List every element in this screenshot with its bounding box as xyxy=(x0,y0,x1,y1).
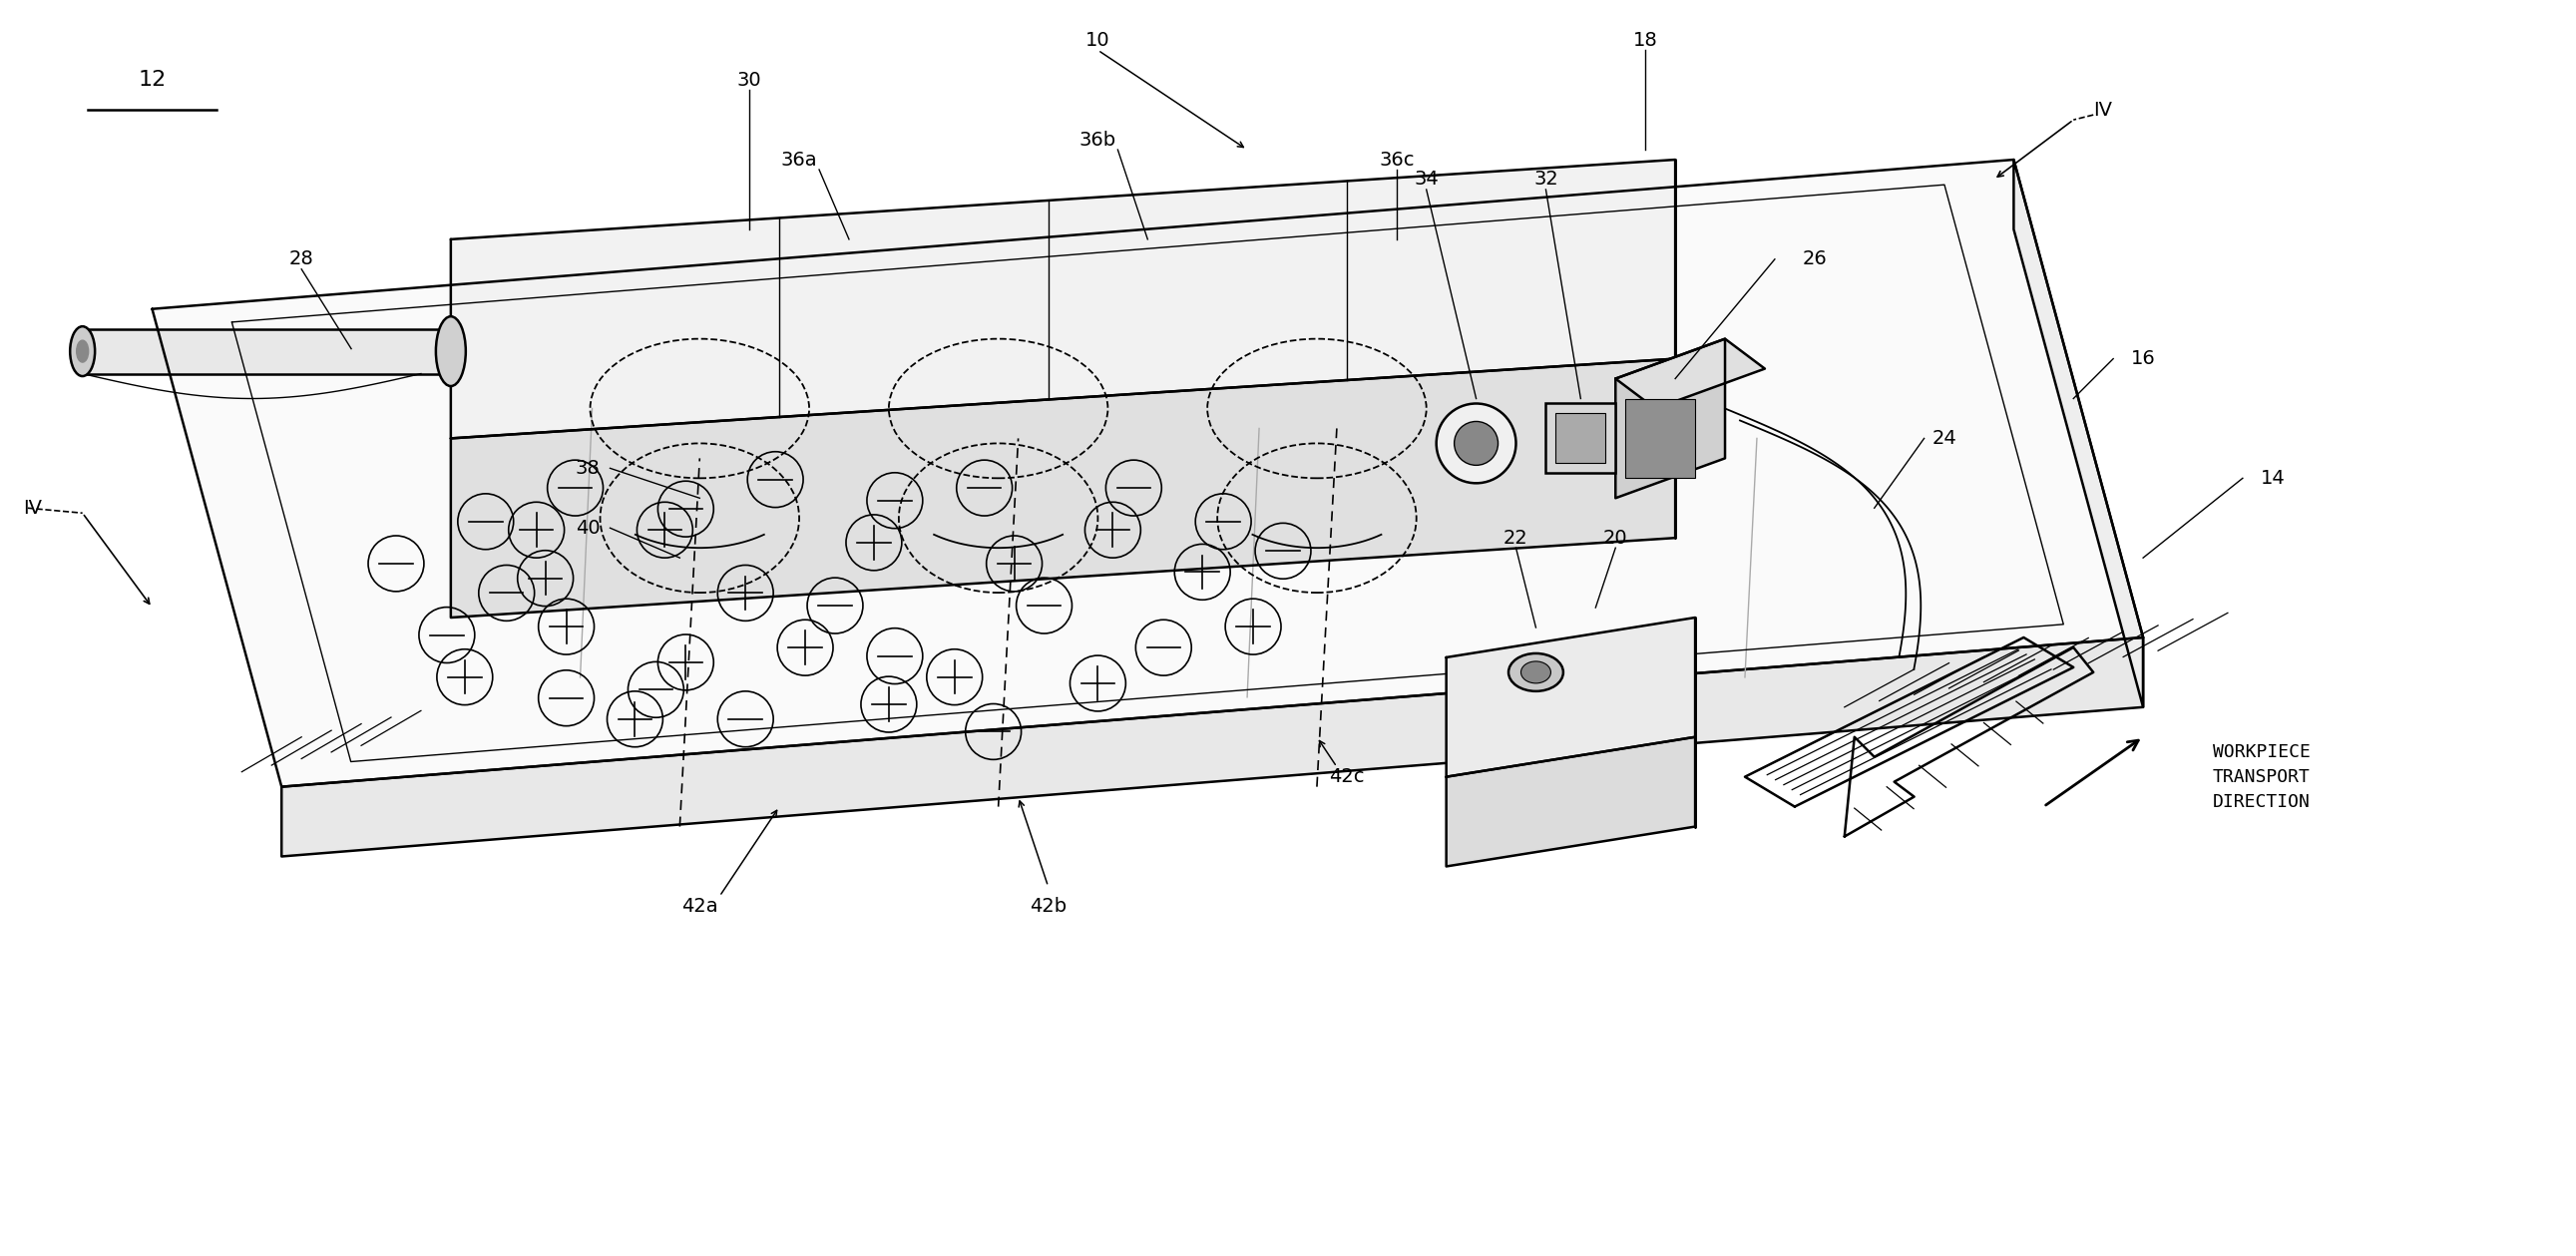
Polygon shape xyxy=(281,638,2143,857)
Ellipse shape xyxy=(435,317,466,386)
Polygon shape xyxy=(82,329,451,374)
Text: 26: 26 xyxy=(1803,250,1826,269)
Text: 34: 34 xyxy=(1414,170,1440,190)
Text: 32: 32 xyxy=(1533,170,1558,190)
Text: 12: 12 xyxy=(139,70,167,90)
Polygon shape xyxy=(451,160,1674,438)
Bar xyxy=(1625,398,1695,479)
Text: 24: 24 xyxy=(1932,428,1955,448)
Text: 36a: 36a xyxy=(781,151,817,170)
Bar xyxy=(1556,413,1605,463)
Ellipse shape xyxy=(1520,662,1551,683)
Ellipse shape xyxy=(70,327,95,376)
Text: 42c: 42c xyxy=(1329,767,1365,786)
Text: 42a: 42a xyxy=(683,897,719,916)
Polygon shape xyxy=(1445,737,1695,867)
Ellipse shape xyxy=(77,340,88,362)
Text: 10: 10 xyxy=(1084,30,1110,50)
Text: 42b: 42b xyxy=(1030,897,1066,916)
Polygon shape xyxy=(1445,618,1695,776)
Text: 28: 28 xyxy=(289,250,314,269)
Text: WORKPIECE
TRANSPORT
DIRECTION: WORKPIECE TRANSPORT DIRECTION xyxy=(2213,742,2311,810)
Ellipse shape xyxy=(1510,653,1564,691)
Text: 40: 40 xyxy=(574,519,600,538)
Polygon shape xyxy=(1615,339,1765,408)
Text: 22: 22 xyxy=(1504,529,1528,548)
Text: 36b: 36b xyxy=(1079,131,1115,149)
Polygon shape xyxy=(2014,160,2143,707)
Polygon shape xyxy=(1615,339,1726,499)
Text: IV: IV xyxy=(2094,100,2112,119)
Polygon shape xyxy=(152,160,2143,786)
Text: IV: IV xyxy=(23,499,41,517)
Text: 30: 30 xyxy=(737,70,762,89)
Text: 18: 18 xyxy=(1633,30,1659,50)
Circle shape xyxy=(1437,403,1515,484)
Text: 36c: 36c xyxy=(1378,151,1414,170)
Text: 14: 14 xyxy=(2259,468,2285,487)
Circle shape xyxy=(1455,422,1499,465)
Text: 38: 38 xyxy=(574,458,600,477)
Polygon shape xyxy=(451,359,1674,618)
Text: 16: 16 xyxy=(2130,349,2156,368)
Text: 20: 20 xyxy=(1602,529,1628,548)
Bar xyxy=(1546,403,1615,474)
